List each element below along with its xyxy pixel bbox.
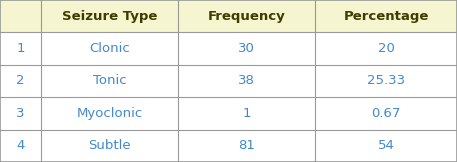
Bar xyxy=(41,97,178,130)
Text: 81: 81 xyxy=(239,139,255,152)
Bar xyxy=(315,130,457,162)
Text: 3: 3 xyxy=(16,107,25,120)
Text: Myoclonic: Myoclonic xyxy=(77,107,143,120)
Bar xyxy=(0,130,41,162)
Text: Subtle: Subtle xyxy=(88,139,131,152)
Text: Tonic: Tonic xyxy=(93,75,127,87)
Bar xyxy=(41,0,178,32)
Bar xyxy=(41,65,178,97)
Text: Percentage: Percentage xyxy=(344,10,429,23)
Bar xyxy=(0,65,41,97)
Bar xyxy=(178,97,315,130)
Bar xyxy=(0,32,41,65)
Bar xyxy=(41,32,178,65)
Text: 25.33: 25.33 xyxy=(367,75,405,87)
Text: 54: 54 xyxy=(378,139,394,152)
Text: 30: 30 xyxy=(239,42,255,55)
Text: 4: 4 xyxy=(16,139,25,152)
Bar xyxy=(178,65,315,97)
Bar xyxy=(178,0,315,32)
Text: 38: 38 xyxy=(239,75,255,87)
Text: Clonic: Clonic xyxy=(89,42,130,55)
Text: Frequency: Frequency xyxy=(208,10,286,23)
Text: 1: 1 xyxy=(16,42,25,55)
Text: 20: 20 xyxy=(378,42,394,55)
Text: 0.67: 0.67 xyxy=(372,107,401,120)
Bar xyxy=(315,65,457,97)
Bar xyxy=(315,32,457,65)
Bar xyxy=(0,0,41,32)
Bar xyxy=(315,97,457,130)
Bar xyxy=(178,32,315,65)
Text: 1: 1 xyxy=(243,107,251,120)
Text: 2: 2 xyxy=(16,75,25,87)
Bar xyxy=(0,97,41,130)
Bar xyxy=(41,130,178,162)
Bar xyxy=(315,0,457,32)
Text: Seizure Type: Seizure Type xyxy=(62,10,157,23)
Bar xyxy=(178,130,315,162)
